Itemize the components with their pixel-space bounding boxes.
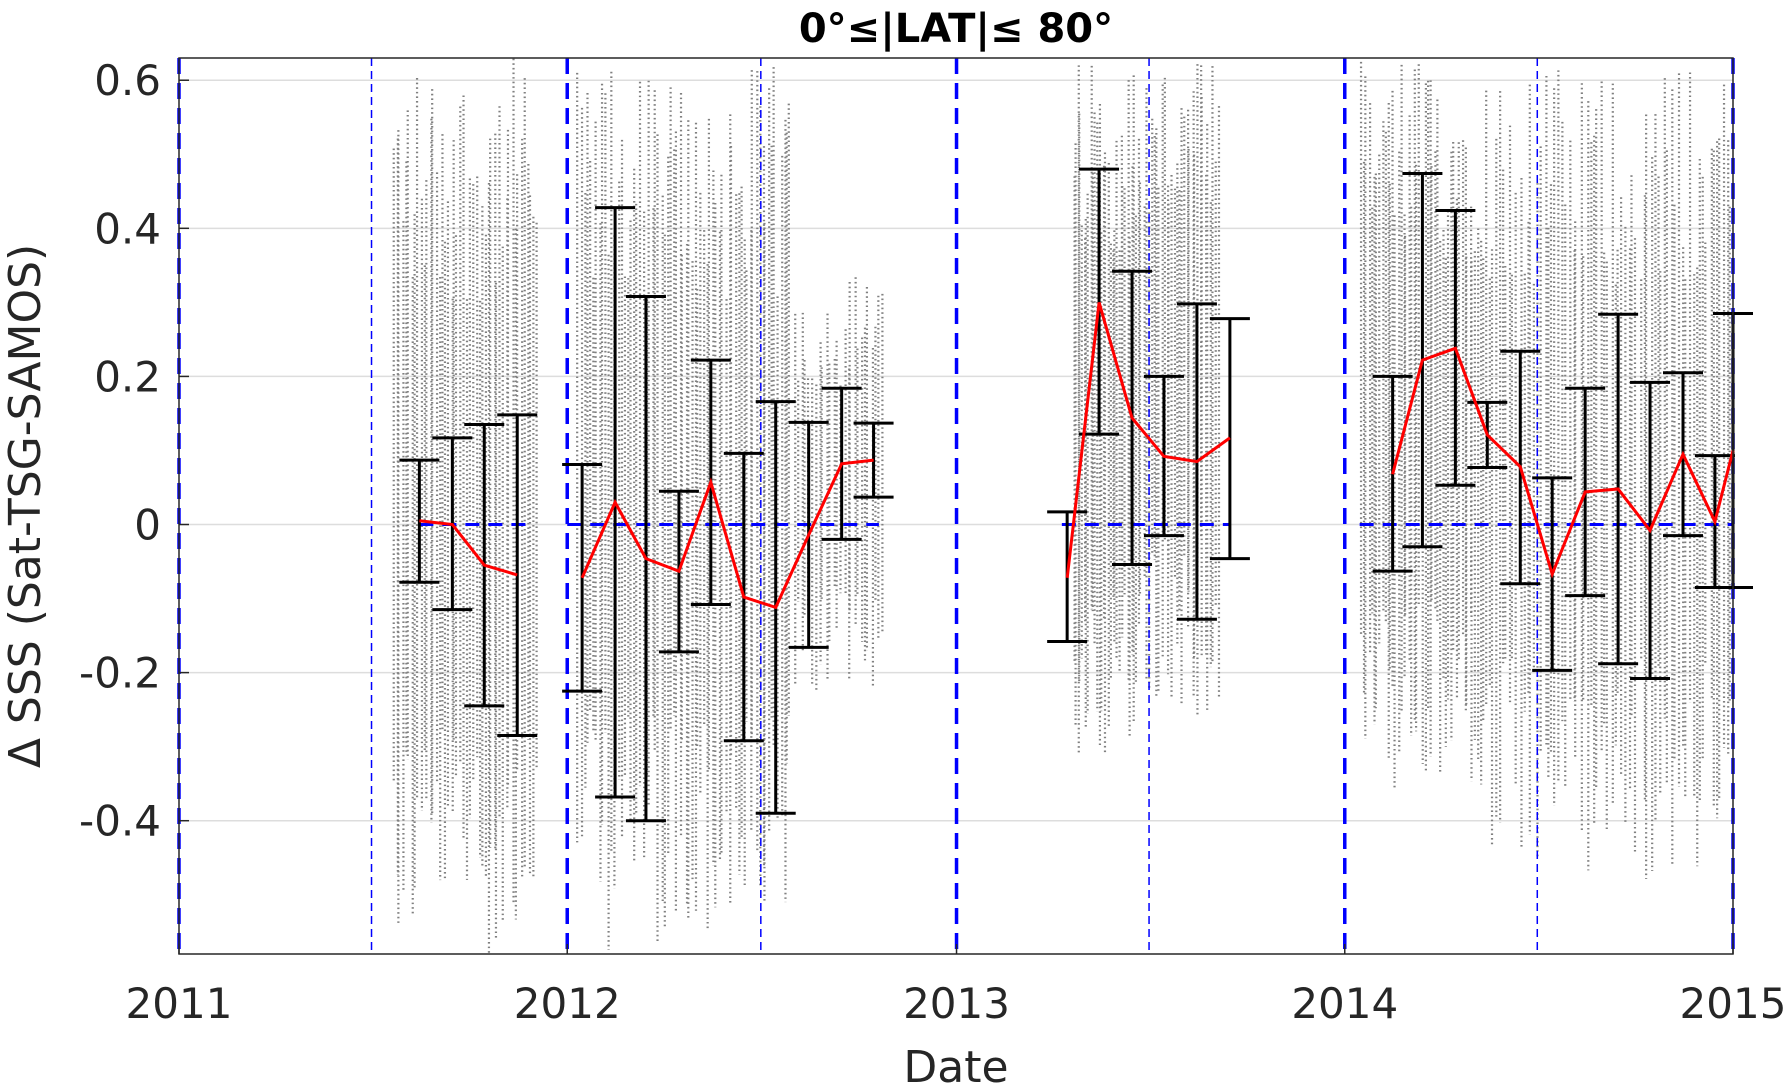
chart-title: 0°≤|LAT|≤ 80° xyxy=(799,6,1113,53)
mean-line-segment xyxy=(580,458,874,610)
x-tick-label: 2013 xyxy=(903,979,1010,1028)
y-tick-label: 0.2 xyxy=(94,352,161,401)
x-tick-label: 2011 xyxy=(126,979,233,1028)
date-reference-lines xyxy=(177,58,1735,954)
y-tick-label: 0 xyxy=(134,501,161,550)
y-ticks: 0.6 0.4 0.2 0 -0.2 -0.4 xyxy=(79,56,189,846)
mean-line-segment xyxy=(1065,301,1231,578)
mean-line-segment xyxy=(1391,346,1735,579)
plot-area xyxy=(179,58,1733,954)
y-tick-label: -0.2 xyxy=(79,649,161,698)
x-axis-label: Date xyxy=(903,1042,1008,1087)
y-tick-label: 0.6 xyxy=(94,56,161,105)
y-tick-label: -0.4 xyxy=(79,797,161,846)
y-axis-label: Δ SSS (Sat-TSG-SAMOS) xyxy=(0,244,51,768)
x-tick-label: 2015 xyxy=(1680,979,1787,1028)
x-ticks: 2011 2012 2013 2014 2015 xyxy=(126,944,1787,1028)
y-tick-label: 0.4 xyxy=(94,204,161,253)
x-tick-label: 2014 xyxy=(1291,979,1398,1028)
x-tick-label: 2012 xyxy=(514,979,621,1028)
mean-line xyxy=(419,301,1735,610)
mean-line-segment xyxy=(419,519,518,577)
scatter-points xyxy=(392,58,1731,953)
